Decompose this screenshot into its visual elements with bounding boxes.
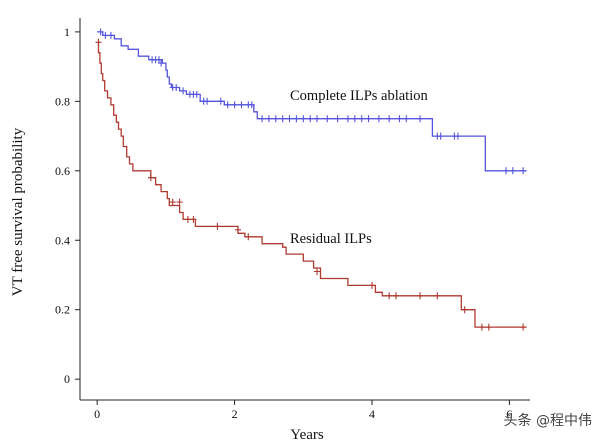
- censor-mark-complete-ilps-ablation-18: [238, 101, 245, 109]
- y-axis-title: VT free survival probability: [10, 127, 26, 296]
- censor-mark-complete-ilps-ablation-22: [265, 115, 272, 123]
- annotation-residual-ilps: Residual ILPs: [290, 231, 372, 247]
- censor-mark-complete-ilps-ablation-14: [204, 97, 211, 105]
- censor-mark-complete-ilps-ablation-31: [334, 115, 341, 123]
- censor-mark-residual-ilps-8: [245, 233, 252, 241]
- censor-mark-complete-ilps-ablation-42: [437, 132, 444, 140]
- x-tick-label-2: 2: [232, 407, 238, 421]
- censor-mark-residual-ilps-12: [393, 292, 399, 300]
- censor-mark-complete-ilps-ablation-25: [286, 115, 293, 123]
- y-tick-label-0.2: 0.2: [55, 303, 70, 317]
- x-tick-label-4: 4: [369, 407, 375, 421]
- y-tick-label-0.8: 0.8: [55, 94, 70, 108]
- censor-mark-complete-ilps-ablation-26: [293, 115, 300, 123]
- censor-mark-residual-ilps-13: [417, 292, 424, 300]
- censor-mark-complete-ilps-ablation-46: [509, 167, 516, 175]
- series-line-residual-ilps: [97, 41, 527, 328]
- censor-mark-complete-ilps-ablation-37: [386, 115, 393, 123]
- y-tick-label-1: 1: [64, 25, 70, 39]
- censor-mark-complete-ilps-ablation-2: [107, 31, 114, 39]
- censor-mark-complete-ilps-ablation-24: [279, 115, 286, 123]
- censor-mark-complete-ilps-ablation-28: [307, 115, 314, 123]
- censor-mark-complete-ilps-ablation-34: [358, 115, 365, 123]
- censor-mark-residual-ilps-9: [314, 268, 320, 275]
- censor-mark-residual-ilps-11: [386, 292, 393, 300]
- censor-mark-complete-ilps-ablation-27: [300, 115, 307, 123]
- censor-mark-residual-ilps-16: [478, 323, 485, 331]
- censor-mark-complete-ilps-ablation-8: [173, 84, 180, 91]
- x-tick-label-0: 0: [94, 407, 100, 421]
- censor-mark-residual-ilps-18: [520, 323, 527, 331]
- censor-mark-complete-ilps-ablation-16: [224, 101, 231, 109]
- censor-mark-complete-ilps-ablation-33: [351, 115, 358, 123]
- censor-mark-residual-ilps-0: [95, 38, 102, 46]
- censor-mark-complete-ilps-ablation-12: [193, 90, 200, 98]
- censor-mark-residual-ilps-2: [169, 198, 176, 206]
- censor-mark-complete-ilps-ablation-40: [417, 115, 424, 123]
- series-residual-ilps: [95, 38, 527, 331]
- series-line-complete-ilps-ablation: [97, 31, 527, 172]
- censor-mark-complete-ilps-ablation-0: [97, 28, 104, 36]
- censor-mark-complete-ilps-ablation-47: [520, 167, 527, 175]
- censor-mark-complete-ilps-ablation-30: [324, 115, 331, 123]
- x-tick-label-6: 6: [506, 407, 512, 421]
- censor-mark-complete-ilps-ablation-45: [503, 167, 509, 175]
- censor-mark-complete-ilps-ablation-39: [403, 115, 410, 123]
- censor-mark-residual-ilps-5: [190, 215, 197, 223]
- censor-mark-complete-ilps-ablation-21: [259, 115, 266, 123]
- censor-mark-complete-ilps-ablation-32: [344, 115, 351, 123]
- axes: 0 2 4 6 0 0.2 0.4 0.6 0.8 1: [55, 18, 530, 421]
- censor-mark-residual-ilps-3: [176, 198, 183, 206]
- censor-mark-complete-ilps-ablation-23: [272, 115, 279, 123]
- series-complete-ilps-ablation: [97, 28, 527, 175]
- censor-mark-complete-ilps-ablation-44: [454, 132, 461, 140]
- censor-mark-complete-ilps-ablation-9: [180, 87, 187, 95]
- censor-mark-complete-ilps-ablation-15: [217, 97, 224, 105]
- censor-mark-complete-ilps-ablation-29: [314, 115, 320, 123]
- censor-mark-complete-ilps-ablation-6: [158, 59, 165, 67]
- y-tick-label-0.4: 0.4: [55, 233, 70, 247]
- y-tick-label-0: 0: [64, 372, 70, 386]
- x-ticks: 0 2 4 6: [94, 400, 512, 421]
- censor-mark-residual-ilps-4: [184, 215, 191, 223]
- censor-mark-residual-ilps-6: [214, 222, 221, 230]
- censor-mark-residual-ilps-1: [147, 174, 154, 182]
- y-ticks: 0 0.2 0.4 0.6 0.8 1: [55, 25, 80, 386]
- censor-mark-residual-ilps-17: [485, 323, 492, 331]
- x-axis-title: Years: [290, 427, 324, 443]
- plot-area: [95, 28, 527, 331]
- censor-mark-residual-ilps-14: [434, 292, 441, 300]
- censor-mark-complete-ilps-ablation-36: [375, 115, 382, 123]
- y-tick-label-0.6: 0.6: [55, 164, 70, 178]
- censor-mark-complete-ilps-ablation-35: [365, 115, 372, 123]
- annotation-complete-ilps-ablation: Complete ILPs ablation: [290, 88, 428, 104]
- censor-mark-residual-ilps-7: [235, 226, 241, 234]
- censor-mark-complete-ilps-ablation-1: [102, 31, 109, 39]
- watermark: 头条 @程中伟: [504, 412, 592, 429]
- censor-mark-complete-ilps-ablation-20: [248, 101, 255, 109]
- censor-mark-complete-ilps-ablation-17: [231, 101, 238, 109]
- censor-mark-complete-ilps-ablation-38: [396, 115, 403, 123]
- censor-mark-residual-ilps-15: [461, 306, 468, 314]
- censor-mark-residual-ilps-10: [369, 281, 375, 289]
